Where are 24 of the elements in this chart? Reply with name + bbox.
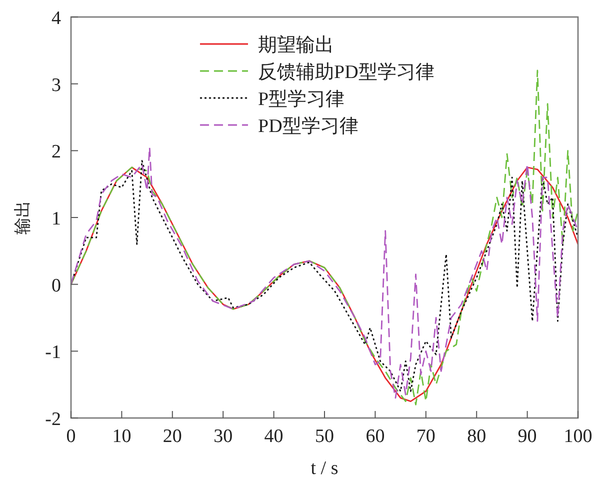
x-tick-label: 40 xyxy=(264,426,284,447)
y-tick-label: 1 xyxy=(52,208,61,230)
x-tick-label: 50 xyxy=(315,426,334,447)
legend-label: P型学习律 xyxy=(258,89,345,110)
x-tick-label: 20 xyxy=(162,426,182,447)
x-tick-label: 0 xyxy=(66,426,76,447)
x-axis-title: t / s xyxy=(310,458,338,479)
y-tick-label: 4 xyxy=(52,8,62,29)
y-tick-label: 3 xyxy=(52,74,61,96)
x-tick-label: 30 xyxy=(214,426,233,447)
y-tick-label: 2 xyxy=(52,142,61,163)
y-tick-label: -2 xyxy=(45,409,61,430)
x-tick-label: 100 xyxy=(564,426,592,447)
x-tick-label: 10 xyxy=(112,426,132,447)
x-tick-label: 70 xyxy=(416,426,436,447)
y-axis-title: 输出 xyxy=(13,200,32,234)
y-tick-label: -1 xyxy=(45,342,61,364)
legend-label: 期望输出 xyxy=(258,35,334,56)
x-tick-label: 80 xyxy=(467,426,486,447)
legend-label: PD型学习律 xyxy=(258,116,358,137)
x-tick-label: 90 xyxy=(518,426,537,447)
legend-label: 反馈辅助PD型学习律 xyxy=(258,62,434,83)
x-tick-label: 60 xyxy=(366,426,385,447)
y-tick-label: 0 xyxy=(52,275,61,296)
